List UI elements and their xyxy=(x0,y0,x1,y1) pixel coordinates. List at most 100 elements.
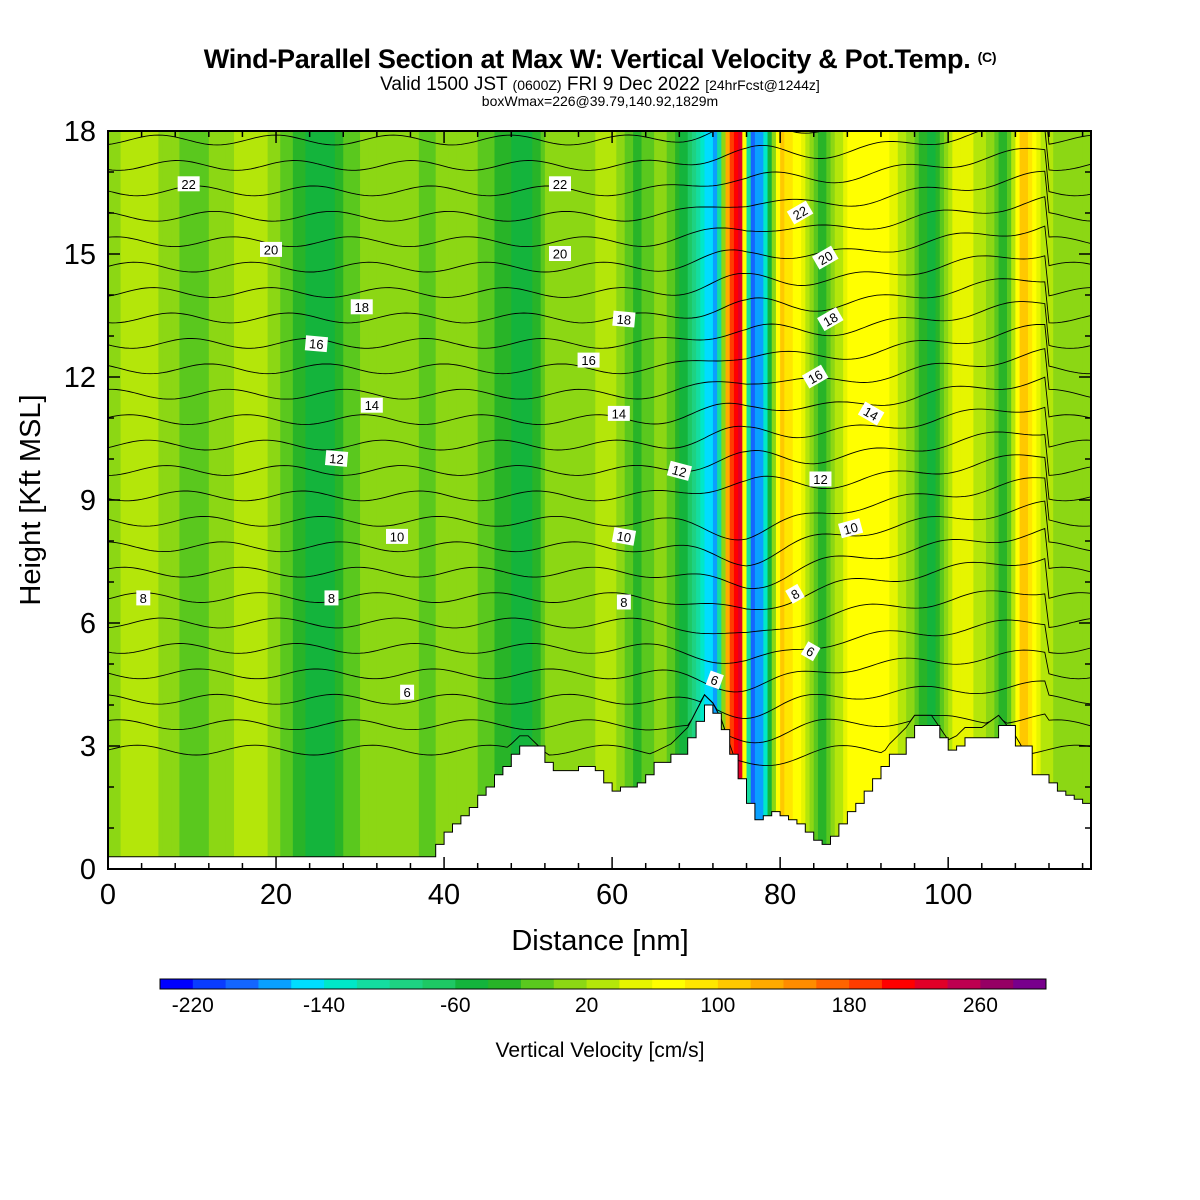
velocity-cell xyxy=(414,131,420,869)
velocity-cell xyxy=(423,131,428,869)
velocity-cell xyxy=(969,131,974,869)
velocity-cell xyxy=(536,131,542,869)
contour-label-bg xyxy=(785,583,805,604)
velocity-cell xyxy=(876,131,882,869)
velocity-cell xyxy=(1006,131,1012,869)
velocity-cell xyxy=(141,131,147,869)
colorbar-swatch xyxy=(356,979,391,989)
contour-label: 20 xyxy=(259,241,282,257)
contour-label-bg xyxy=(786,200,814,225)
velocity-cell xyxy=(343,131,349,869)
velocity-cell xyxy=(196,131,202,869)
theta-contour-line xyxy=(108,75,1091,120)
contour-label: 10 xyxy=(838,518,864,539)
x-axis-label: Distance [nm] xyxy=(511,925,688,957)
velocity-cell xyxy=(444,131,449,869)
velocity-cell xyxy=(851,131,857,869)
subtitle-zulu: (0600Z) xyxy=(512,77,562,93)
theta-contours xyxy=(108,75,1091,767)
x-tick-label: 0 xyxy=(100,879,116,911)
y-tick-label: 9 xyxy=(80,485,96,517)
colorbar-swatch xyxy=(816,979,850,989)
colorbar-swatch xyxy=(717,979,752,989)
velocity-cell xyxy=(834,131,840,869)
velocity-cell xyxy=(754,131,760,869)
theta-contour-line xyxy=(108,454,1091,502)
contour-label: 20 xyxy=(811,245,839,270)
velocity-cell xyxy=(544,131,550,869)
velocity-cell xyxy=(1011,131,1016,869)
terrain xyxy=(107,704,1092,870)
velocity-cell xyxy=(246,131,252,869)
velocity-cell xyxy=(242,131,248,869)
contour-label-bg xyxy=(324,450,349,467)
velocity-cell xyxy=(318,131,323,869)
velocity-cell xyxy=(729,131,735,869)
contour-label: 12 xyxy=(666,460,693,481)
velocity-cell xyxy=(1027,131,1033,869)
velocity-cell xyxy=(574,131,580,869)
velocity-cell xyxy=(771,131,777,869)
velocity-cell xyxy=(994,131,1000,869)
contour-label-text: 12 xyxy=(813,472,827,487)
contour-label-text: 8 xyxy=(328,591,335,606)
contour-label: 8 xyxy=(616,594,631,610)
contour-label: 6 xyxy=(400,684,415,700)
velocity-cell xyxy=(456,131,462,869)
contour-label: 14 xyxy=(360,397,383,413)
contour-label-bg xyxy=(817,307,844,332)
contour-label: 22 xyxy=(786,200,814,225)
velocity-cell xyxy=(393,131,399,869)
velocity-cell xyxy=(238,131,244,869)
velocity-cell xyxy=(221,131,227,869)
velocity-cell xyxy=(666,131,672,869)
velocity-cell xyxy=(162,131,168,869)
velocity-cell xyxy=(309,131,315,869)
chart-title-text: Wind-Parallel Section at Max W: Vertical… xyxy=(203,44,971,74)
x-tick-label: 60 xyxy=(596,879,628,911)
theta-contour-labels: 22 22 22 20 20 20 18 18 18 16 16 16 14 14 14 12 12 12 10 10… xyxy=(136,176,885,700)
velocity-cell xyxy=(654,131,659,869)
velocity-cell xyxy=(658,131,664,869)
velocity-cell xyxy=(796,131,802,869)
colorbar-swatch xyxy=(324,979,358,989)
velocity-cell xyxy=(616,131,622,869)
contour-label: 16 xyxy=(577,352,600,368)
contour-label: 6 xyxy=(705,670,724,690)
velocity-cell xyxy=(355,131,361,869)
velocity-cell xyxy=(372,131,378,869)
contour-label-bg xyxy=(801,364,829,389)
colorbar-tick-label: -140 xyxy=(303,994,345,1017)
velocity-cell xyxy=(549,131,554,869)
velocity-cell xyxy=(1040,131,1046,869)
velocity-cell xyxy=(717,131,722,869)
theta-contour-line xyxy=(108,431,1091,476)
contour-label-text: 10 xyxy=(390,529,404,544)
velocity-cell xyxy=(637,131,643,869)
contour-label-bg xyxy=(304,335,329,353)
velocity-cell xyxy=(700,131,706,869)
theta-contour-line xyxy=(108,619,1091,664)
velocity-cell xyxy=(276,131,281,869)
velocity-cell xyxy=(918,131,924,869)
velocity-cell xyxy=(721,131,727,869)
velocity-cell xyxy=(704,131,710,869)
velocity-cell xyxy=(607,131,613,869)
colorbar-swatch xyxy=(389,979,423,989)
contour-label-bg xyxy=(666,460,693,481)
velocity-cell xyxy=(990,131,995,869)
velocity-cell xyxy=(696,131,701,869)
theta-contour-line xyxy=(108,477,1091,541)
contour-label-text: 8 xyxy=(140,591,147,606)
velocity-cell xyxy=(927,131,932,869)
velocity-cell xyxy=(322,131,328,869)
contour-label-text: 22 xyxy=(553,177,567,192)
x-axis-ticks: 0 20 40 60 80 100 xyxy=(100,131,1084,911)
contour-label-text: 16 xyxy=(309,336,325,352)
velocity-cell xyxy=(523,131,529,869)
velocity-cell xyxy=(288,131,294,869)
y-tick-label: 18 xyxy=(64,116,96,148)
velocity-cell xyxy=(179,131,185,869)
contour-label-text: 22 xyxy=(181,177,195,192)
y-tick-label: 3 xyxy=(80,731,96,763)
